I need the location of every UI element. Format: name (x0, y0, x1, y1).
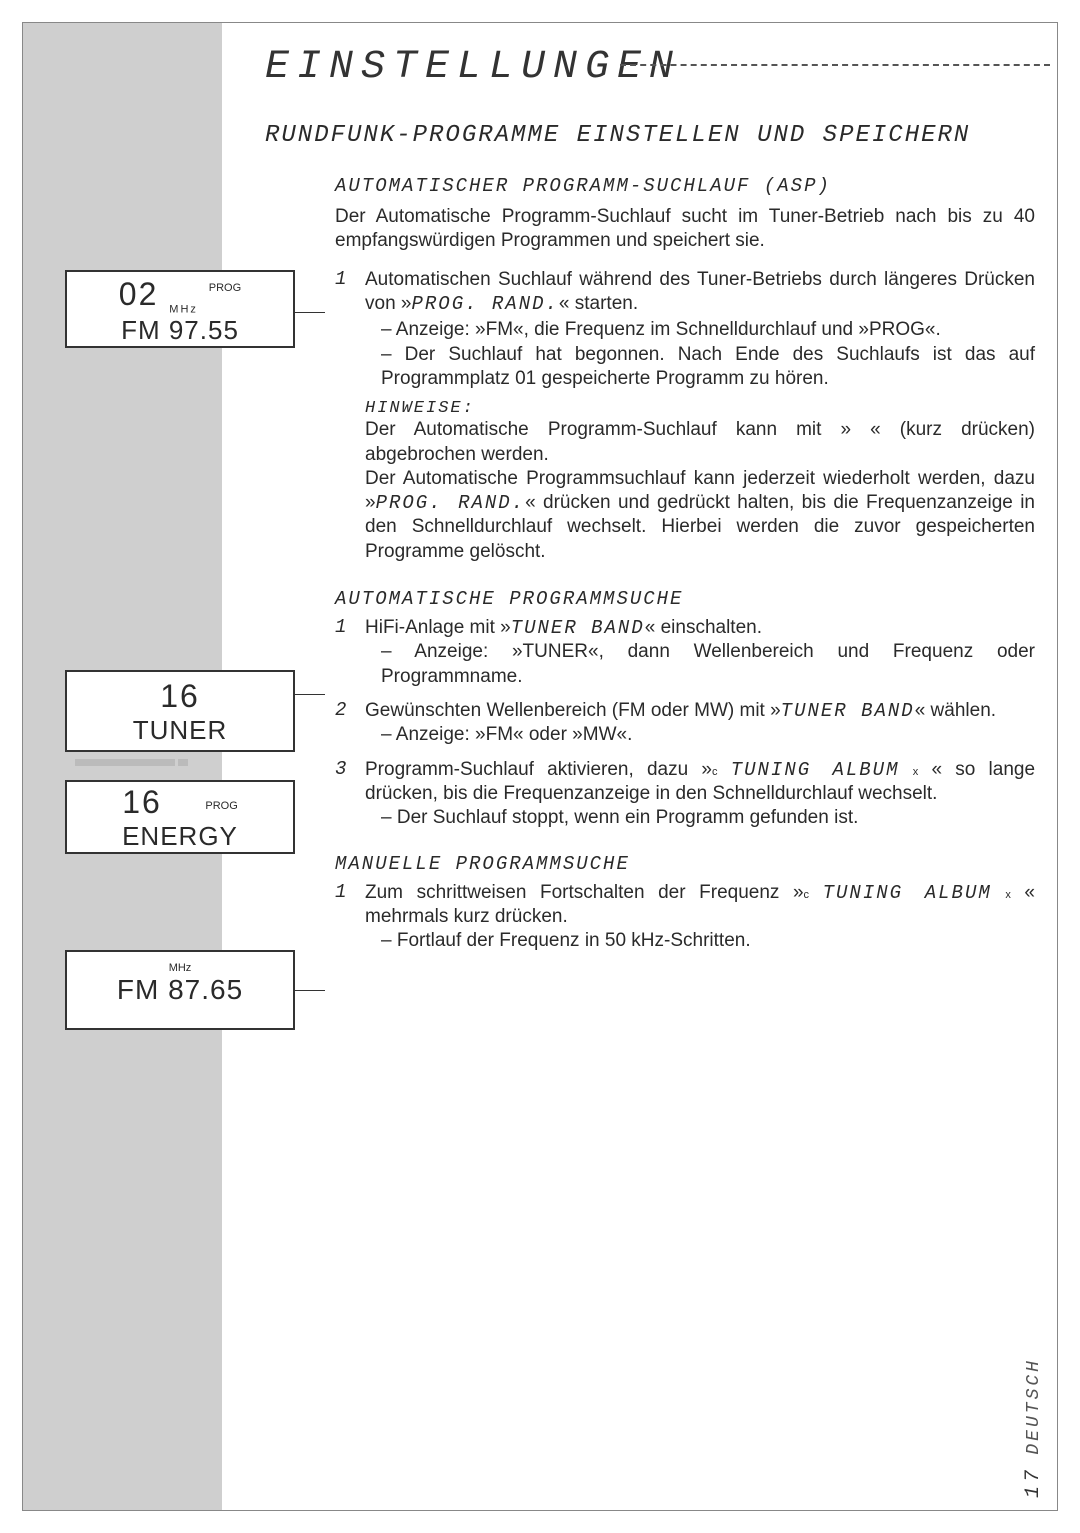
auto-s2-body: Gewünschten Wellenbereich (FM oder MW) m… (365, 699, 1035, 748)
manual-s1-cmd: TUNING ALBUM (823, 882, 992, 904)
auto-s3-a: Programm-Suchlauf aktivieren, dazu » (365, 759, 712, 780)
asp-heading: AUTOMATISCHER PROGRAMM-SUCHLAUF (ASP) (335, 175, 1035, 197)
asp-step1-body: Automatischen Suchlauf während des Tuner… (365, 268, 1035, 392)
content-column: AUTOMATISCHER PROGRAMM-SUCHLAUF (ASP) De… (335, 175, 1035, 954)
auto-s2-b: « wählen. (915, 700, 996, 721)
display-box-4: MHz FM 87.65 (65, 950, 295, 1030)
auto-heading: AUTOMATISCHE PROGRAMMSUCHE (335, 588, 1035, 610)
d1-preset: 02 (119, 276, 159, 312)
hinweise-2-cmd: PROG. RAND. (376, 492, 526, 514)
asp-step1-bullet2: – Der Suchlauf hat begonnen. Nach Ende d… (365, 343, 1035, 392)
auto-s3-bullet: – Der Suchlauf stoppt, wenn ein Programm… (365, 806, 1035, 830)
auto-s1-b: « einschalten. (645, 617, 762, 638)
auto-s1-bullet: – Anzeige: »TUNER«, dann Wellenbereich u… (365, 640, 1035, 689)
display-box-3: 16 PROG ENERGY (65, 780, 295, 854)
footer-page-number: 17 (1022, 1466, 1045, 1498)
auto-s2-cmd: TUNER BAND (781, 700, 915, 722)
title-dash-rule (620, 64, 1050, 66)
page-footer: DEUTSCH 17 (1022, 1358, 1045, 1503)
d4-unit: MHz (67, 962, 293, 974)
leader-3 (295, 990, 325, 991)
manual-s1-body: Zum schrittweisen Fortschalten der Frequ… (365, 881, 1035, 954)
auto-s1-num: 1 (335, 616, 365, 689)
d3-prog: PROG (205, 800, 237, 812)
asp-step1-bullet1: – Anzeige: »FM«, die Frequenz im Schnell… (365, 318, 1035, 342)
d1-unit: MHz (169, 303, 198, 315)
manual-heading: MANUELLE PROGRAMMSUCHE (335, 853, 1035, 875)
footer-language: DEUTSCH (1024, 1358, 1044, 1455)
display2-bar2 (178, 759, 188, 766)
d3-label: ENERGY (67, 821, 293, 852)
manual-s1-num: 1 (335, 881, 365, 954)
section-heading: RUNDFUNK-PROGRAMME EINSTELLEN UND SPEICH… (265, 122, 970, 149)
d3-preset: 16 (122, 784, 162, 820)
auto-s3-body: Programm-Suchlauf aktivieren, dazu »c TU… (365, 758, 1035, 831)
asp-step1-command: PROG. RAND. (411, 293, 558, 315)
display-box-1: 02 MHz PROG FM 97.55 (65, 270, 295, 348)
manual-s1-a: Zum schrittweisen Fortschalten der Frequ… (365, 882, 804, 903)
d2-preset: 16 (67, 678, 293, 715)
asp-step1-text-b: « starten. (559, 293, 638, 314)
hinweise-label: HINWEISE: (365, 399, 1035, 418)
auto-s1-cmd: TUNER BAND (511, 617, 645, 639)
page-title: EINSTELLUNGEN (265, 45, 681, 90)
leader-2 (295, 694, 325, 695)
hinweise-1: Der Automatische Programm-Suchlauf kann … (365, 418, 1035, 467)
display2-bar1 (75, 759, 175, 766)
d1-freq: FM 97.55 (67, 315, 293, 346)
auto-s1-body: HiFi-Anlage mit »TUNER BAND« einschalten… (365, 616, 1035, 689)
auto-s3-cmd: TUNING ALBUM (731, 759, 900, 781)
auto-s1-a: HiFi-Anlage mit » (365, 617, 511, 638)
asp-intro: Der Automatische Programm-Suchlauf sucht… (335, 205, 1035, 254)
auto-s2-bullet: – Anzeige: »FM« oder »MW«. (365, 723, 1035, 747)
auto-s2-a: Gewünschten Wellenbereich (FM oder MW) m… (365, 700, 781, 721)
manual-s1-bullet: – Fortlauf der Frequenz in 50 kHz-Schrit… (365, 929, 1035, 953)
asp-step1-number: 1 (335, 268, 365, 392)
d4-freq: FM 87.65 (67, 974, 293, 1006)
d1-prog: PROG (209, 282, 241, 294)
hinweise-2: Der Automatische Programmsuchlauf kann j… (365, 467, 1035, 564)
auto-s2-num: 2 (335, 699, 365, 748)
d2-label: TUNER (67, 715, 293, 746)
display-box-2: 16 TUNER (65, 670, 295, 752)
leader-1 (295, 312, 325, 313)
auto-s3-num: 3 (335, 758, 365, 831)
